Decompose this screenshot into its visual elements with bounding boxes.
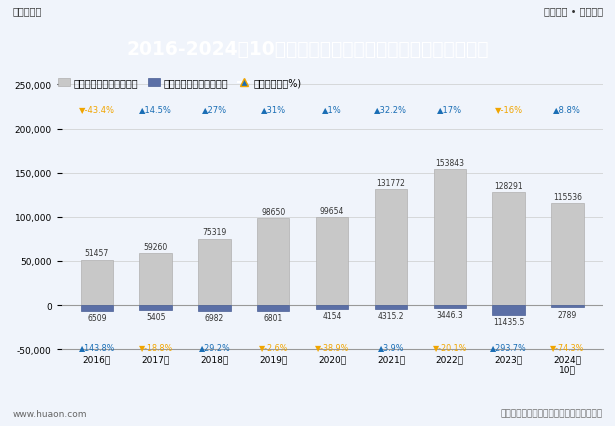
Legend: 出口商品总值（千美元）, 进口商品总值（千美元）, 同比增长率（%): 出口商品总值（千美元）, 进口商品总值（千美元）, 同比增长率（%) [54, 74, 305, 92]
Bar [140, 305, 172, 310]
Text: ▼-43.4%: ▼-43.4% [79, 104, 115, 113]
Text: ▲293.7%: ▲293.7% [490, 342, 527, 351]
Bar [493, 193, 525, 305]
Text: 75319: 75319 [202, 228, 226, 237]
Bar [257, 219, 290, 305]
Text: ▼-74.3%: ▼-74.3% [550, 342, 585, 351]
Text: ▲17%: ▲17% [437, 104, 462, 113]
Text: 5405: 5405 [146, 312, 165, 321]
Bar [551, 305, 584, 308]
Text: 数据来源：中国海关，华经产业研究院整理: 数据来源：中国海关，华经产业研究院整理 [501, 409, 603, 418]
Text: 128291: 128291 [494, 181, 523, 190]
Text: 51457: 51457 [85, 249, 109, 258]
Bar [81, 260, 113, 305]
Text: 131772: 131772 [376, 178, 405, 187]
Bar [375, 305, 407, 309]
Text: 6982: 6982 [205, 314, 224, 322]
Text: ▼-20.1%: ▼-20.1% [432, 342, 467, 351]
Text: ▲8.8%: ▲8.8% [554, 104, 581, 113]
Text: 99654: 99654 [320, 206, 344, 216]
Text: ▼-18.8%: ▼-18.8% [138, 342, 173, 351]
Bar [551, 204, 584, 305]
Text: 4154: 4154 [322, 311, 342, 320]
Bar [81, 305, 113, 311]
Text: ▲27%: ▲27% [202, 104, 227, 113]
Bar [257, 305, 290, 311]
Text: ▼-2.6%: ▼-2.6% [258, 342, 288, 351]
Text: 153843: 153843 [435, 158, 464, 168]
Text: 华经情报网: 华经情报网 [12, 6, 42, 16]
Text: ▲143.8%: ▲143.8% [79, 342, 115, 351]
Bar [316, 305, 348, 309]
Text: ▲31%: ▲31% [261, 104, 286, 113]
Text: 6509: 6509 [87, 313, 106, 322]
Text: 2789: 2789 [558, 310, 577, 319]
Bar [316, 218, 348, 305]
Text: ▲14.5%: ▲14.5% [139, 104, 172, 113]
Text: ▼-16%: ▼-16% [494, 104, 523, 113]
Text: 115536: 115536 [553, 193, 582, 201]
Text: 59260: 59260 [143, 242, 168, 251]
Text: 3446.3: 3446.3 [437, 311, 463, 320]
Bar [198, 239, 231, 305]
Text: ▼-38.9%: ▼-38.9% [315, 342, 349, 351]
Text: 98650: 98650 [261, 207, 285, 216]
Text: ▲3.9%: ▲3.9% [378, 342, 404, 351]
Bar [493, 305, 525, 315]
Text: www.huaon.com: www.huaon.com [12, 409, 87, 418]
Bar [198, 305, 231, 311]
Text: 专业严谨 • 客观科学: 专业严谨 • 客观科学 [544, 6, 603, 16]
Bar [434, 170, 466, 305]
Bar [434, 305, 466, 308]
Text: ▲32.2%: ▲32.2% [375, 104, 407, 113]
Bar [140, 253, 172, 305]
Text: 6801: 6801 [264, 314, 283, 322]
Text: 4315.2: 4315.2 [378, 311, 404, 320]
Text: ▲29.2%: ▲29.2% [199, 342, 231, 351]
Text: 2016-2024年10月中国与法属波利尼西亚进、出口商品总值: 2016-2024年10月中国与法属波利尼西亚进、出口商品总值 [126, 40, 489, 58]
Bar [375, 189, 407, 305]
Text: 11435.5: 11435.5 [493, 317, 524, 327]
Text: ▲1%: ▲1% [322, 104, 342, 113]
